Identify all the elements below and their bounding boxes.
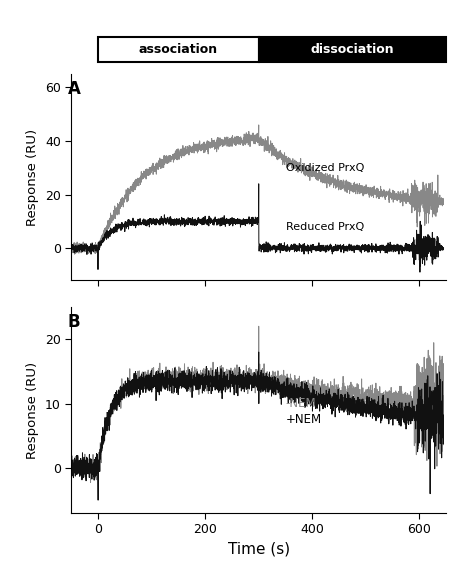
Text: dissociation: dissociation bbox=[310, 43, 393, 56]
Text: B: B bbox=[67, 313, 80, 331]
Y-axis label: Response (RU): Response (RU) bbox=[27, 361, 39, 458]
Text: Reduced PrxQ: Reduced PrxQ bbox=[285, 222, 363, 231]
Text: A: A bbox=[67, 80, 80, 98]
Text: -NEM: -NEM bbox=[285, 397, 315, 410]
Text: +NEM: +NEM bbox=[285, 413, 321, 426]
Bar bbox=[98, 37, 258, 62]
Bar bbox=[258, 37, 445, 62]
X-axis label: Time (s): Time (s) bbox=[227, 542, 289, 557]
Text: association: association bbox=[139, 43, 218, 56]
Text: Oxidized PrxQ: Oxidized PrxQ bbox=[285, 163, 363, 173]
Y-axis label: Response (RU): Response (RU) bbox=[27, 129, 39, 226]
